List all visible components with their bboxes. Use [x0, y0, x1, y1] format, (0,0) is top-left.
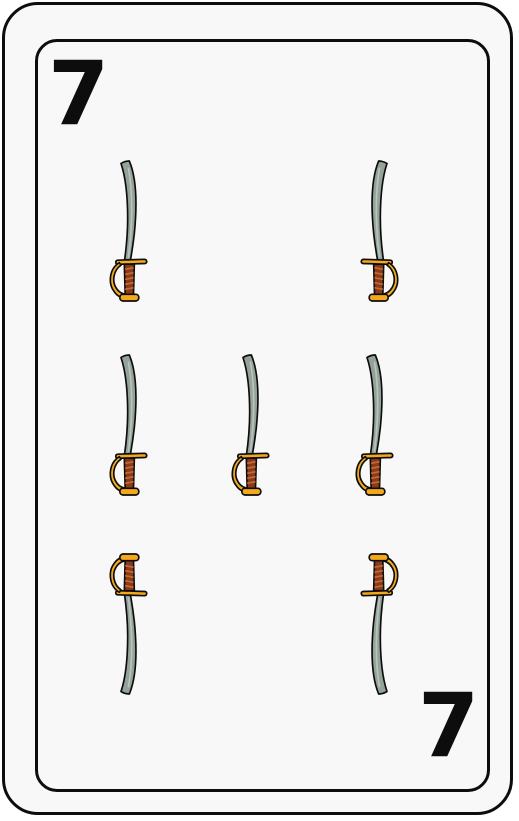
- sword-icon: [106, 534, 156, 709]
- card-inner-frame: [35, 39, 490, 792]
- rank-bottom: 7: [418, 674, 480, 777]
- sword-icon: [352, 146, 402, 321]
- rank-top: 7: [48, 42, 110, 145]
- sword-icon: [352, 534, 402, 709]
- sword-icon: [106, 340, 156, 515]
- sword-icon: [352, 340, 402, 515]
- sword-icon: [106, 146, 156, 321]
- sword-icon: [228, 340, 278, 515]
